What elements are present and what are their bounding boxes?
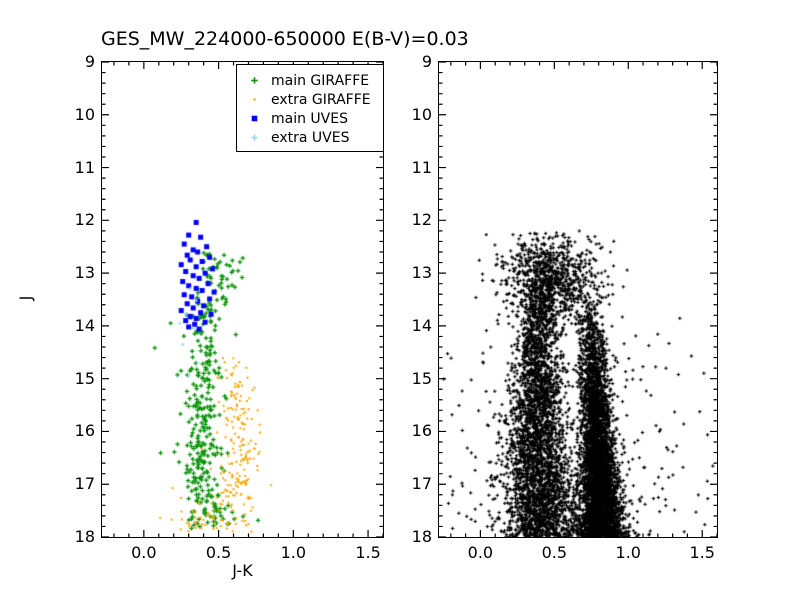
x-tick-label: 0.5 [205,543,232,562]
y-tick-label: 17 [411,474,432,494]
legend-marker-main-giraffe [237,73,271,88]
y-tick-label: 12 [411,210,432,230]
legend-marker-extra-uves [237,130,271,145]
plot-title: GES_MW_224000-650000 E(B-V)=0.03 [101,28,469,50]
legend-label: extra GIRAFFE [271,91,371,108]
y-tick-label: 13 [411,263,432,283]
y-tick-label: 10 [411,104,432,124]
legend-item: extra GIRAFFE [237,90,383,109]
x-tick-label: 0.5 [541,543,568,562]
y-tick-label: 18 [74,527,95,546]
left-plot: main GIRAFFE extra GIRAFFE main UVES ext… [101,61,384,538]
y-tick-label: 14 [74,315,95,335]
y-tick-label: 9 [421,52,432,71]
y-axis-label: J [16,295,35,301]
x-tick-label: 1.0 [280,543,307,562]
y-tick-label: 16 [411,421,432,441]
legend-marker-extra-giraffe [237,92,271,107]
y-tick-label: 10 [74,104,95,124]
x-tick-label: 1.0 [615,543,641,562]
legend-label: main GIRAFFE [271,72,370,89]
legend-item: main GIRAFFE [237,71,383,90]
legend-label: extra UVES [271,129,350,146]
y-tick-label: 12 [74,210,95,230]
y-tick-label: 9 [84,52,95,71]
right-plot-canvas [439,62,717,537]
y-tick-label: 11 [74,157,95,177]
y-tick-label: 17 [74,474,95,494]
legend-item: main UVES [237,109,383,128]
legend-marker-main-uves [237,111,271,126]
x-tick-label: 1.5 [689,543,715,562]
y-tick-label: 13 [74,263,95,283]
right-plot [438,61,718,538]
x-axis-label: J-K [232,561,253,580]
x-tick-label: 0.0 [467,543,494,562]
x-tick-label: 0.0 [131,543,157,562]
legend-label: main UVES [271,110,348,127]
y-tick-label: 18 [411,527,432,546]
legend: main GIRAFFE extra GIRAFFE main UVES ext… [236,64,384,152]
y-tick-label: 15 [74,368,95,388]
y-tick-label: 16 [74,421,95,441]
y-tick-label: 15 [411,368,432,388]
y-tick-label: 11 [411,157,432,177]
y-tick-label: 14 [411,315,432,335]
x-tick-label: 1.5 [355,543,381,562]
legend-item: extra UVES [237,128,383,147]
